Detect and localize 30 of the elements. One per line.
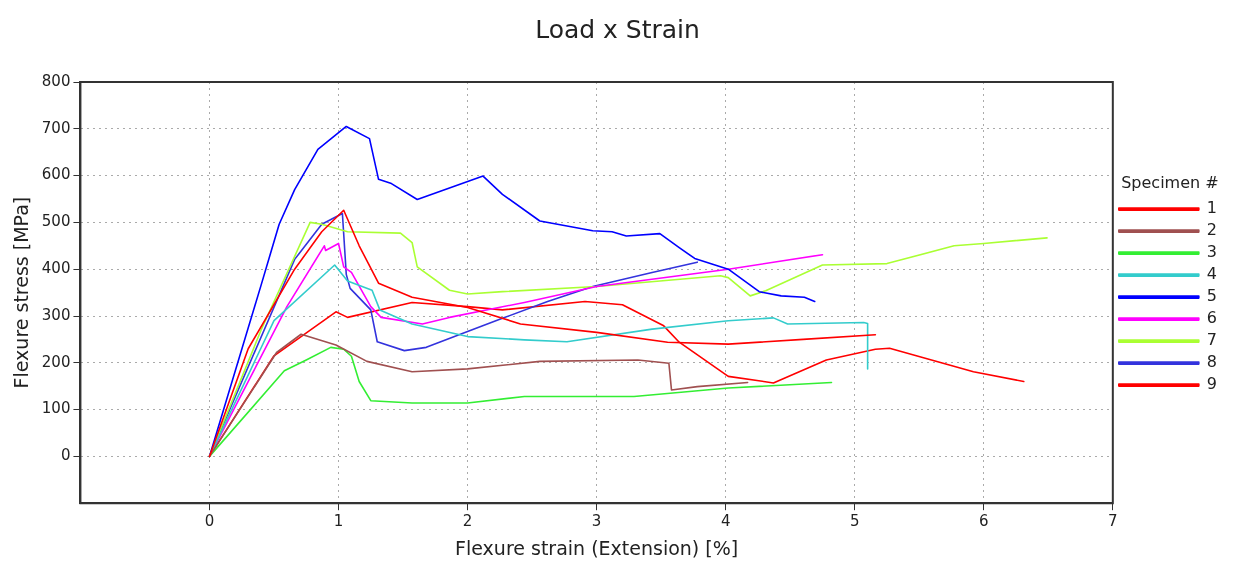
x-tick-label: 0 — [204, 512, 215, 531]
legend-label: 6 — [1206, 308, 1218, 328]
x-tick-label: 1 — [333, 512, 344, 531]
x-tick-label: 5 — [849, 512, 860, 531]
x-tick-label: 6 — [979, 512, 989, 531]
y-axis-title: Flexure stress [MPa] — [10, 196, 33, 389]
y-tick-label: 700 — [41, 118, 71, 137]
x-axis-title: Flexure strain (Extension) [%] — [455, 536, 739, 559]
legend-label: 9 — [1206, 374, 1218, 394]
legend-label: 2 — [1206, 220, 1218, 240]
x-tick-label: 4 — [720, 512, 731, 531]
y-tick-label: 400 — [41, 259, 71, 278]
y-tick-label: 300 — [41, 305, 71, 324]
legend-label: 4 — [1206, 264, 1218, 284]
y-tick-label: 600 — [41, 165, 71, 184]
legend-label: 1 — [1206, 198, 1218, 218]
chart-title: Load x Strain — [535, 14, 700, 44]
y-tick-label: 500 — [41, 212, 71, 231]
x-tick-label: 3 — [591, 512, 602, 531]
legend-label: 7 — [1206, 330, 1218, 350]
y-tick-label: 100 — [41, 399, 71, 418]
legend-label: 5 — [1206, 286, 1218, 306]
legend-label: 8 — [1206, 352, 1218, 372]
y-tick-label: 800 — [41, 71, 71, 90]
y-tick-label: 0 — [60, 446, 71, 465]
y-tick-label: 200 — [41, 352, 71, 371]
x-tick-label: 7 — [1108, 512, 1118, 531]
legend-title: Specimen # — [1121, 173, 1219, 193]
legend-label: 3 — [1206, 242, 1218, 262]
x-tick-label: 2 — [462, 512, 473, 531]
